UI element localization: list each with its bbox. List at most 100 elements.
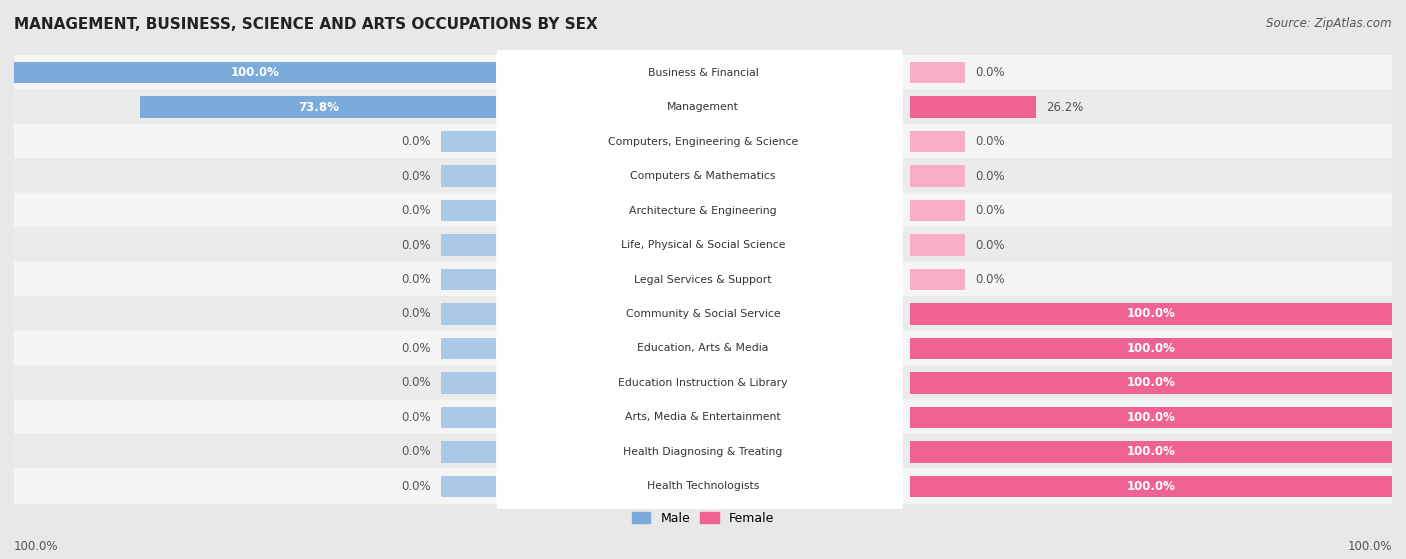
Bar [910,200,965,221]
Bar [910,338,965,359]
Text: Community & Social Service: Community & Social Service [626,309,780,319]
FancyBboxPatch shape [496,425,903,479]
Text: 0.0%: 0.0% [976,169,1005,183]
Text: 100.0%: 100.0% [1126,307,1175,320]
Text: Computers, Engineering & Science: Computers, Engineering & Science [607,136,799,146]
Bar [441,165,496,187]
Bar [14,62,496,83]
FancyBboxPatch shape [14,296,1392,332]
Bar [441,407,496,428]
Text: Arts, Media & Entertainment: Arts, Media & Entertainment [626,413,780,423]
Text: Legal Services & Support: Legal Services & Support [634,274,772,285]
Text: 0.0%: 0.0% [401,135,430,148]
Text: 0.0%: 0.0% [976,204,1005,217]
FancyBboxPatch shape [14,227,1392,263]
Text: 0.0%: 0.0% [401,480,430,493]
Text: 0.0%: 0.0% [976,66,1005,79]
Text: Business & Financial: Business & Financial [648,68,758,78]
Legend: Male, Female: Male, Female [627,507,779,530]
Text: 73.8%: 73.8% [298,101,339,113]
Bar [441,338,496,359]
Text: 0.0%: 0.0% [976,273,1005,286]
Text: 100.0%: 100.0% [1126,376,1175,390]
FancyBboxPatch shape [496,252,903,307]
FancyBboxPatch shape [14,158,1392,194]
FancyBboxPatch shape [496,45,903,100]
Text: 0.0%: 0.0% [401,169,430,183]
FancyBboxPatch shape [496,218,903,272]
FancyBboxPatch shape [14,468,1392,504]
Bar [441,234,496,255]
Text: Education Instruction & Library: Education Instruction & Library [619,378,787,388]
Bar [910,234,965,255]
Text: 100.0%: 100.0% [1126,411,1175,424]
FancyBboxPatch shape [14,434,1392,470]
Bar [441,97,496,118]
Bar [910,441,1392,462]
Bar [910,62,965,83]
Bar [910,165,965,187]
Bar [441,62,496,83]
FancyBboxPatch shape [14,400,1392,435]
Bar [910,476,1392,497]
Bar [910,372,1392,394]
Text: 100.0%: 100.0% [14,541,59,553]
FancyBboxPatch shape [14,262,1392,297]
Text: 0.0%: 0.0% [401,307,430,320]
Text: Management: Management [666,102,740,112]
Text: 100.0%: 100.0% [1347,541,1392,553]
FancyBboxPatch shape [14,330,1392,366]
Text: 0.0%: 0.0% [401,446,430,458]
FancyBboxPatch shape [496,356,903,410]
Text: Health Diagnosing & Treating: Health Diagnosing & Treating [623,447,783,457]
FancyBboxPatch shape [496,149,903,203]
Text: 0.0%: 0.0% [401,411,430,424]
Bar [910,97,1036,118]
Text: 0.0%: 0.0% [401,204,430,217]
FancyBboxPatch shape [14,193,1392,229]
Text: 0.0%: 0.0% [401,239,430,252]
FancyBboxPatch shape [496,287,903,341]
FancyBboxPatch shape [496,183,903,238]
Text: 100.0%: 100.0% [1126,342,1175,355]
Text: Life, Physical & Social Science: Life, Physical & Social Science [621,240,785,250]
FancyBboxPatch shape [14,89,1392,125]
Bar [910,304,1392,325]
Text: 100.0%: 100.0% [1126,446,1175,458]
FancyBboxPatch shape [496,390,903,444]
FancyBboxPatch shape [14,365,1392,401]
Bar [441,441,496,462]
Bar [910,372,965,394]
FancyBboxPatch shape [14,124,1392,159]
Bar [441,304,496,325]
Bar [910,441,965,462]
Bar [910,338,1392,359]
Text: Computers & Mathematics: Computers & Mathematics [630,171,776,181]
FancyBboxPatch shape [496,321,903,376]
Text: 26.2%: 26.2% [1046,101,1084,113]
FancyBboxPatch shape [14,55,1392,91]
FancyBboxPatch shape [496,115,903,169]
Bar [910,476,965,497]
Bar [910,131,965,152]
Text: MANAGEMENT, BUSINESS, SCIENCE AND ARTS OCCUPATIONS BY SEX: MANAGEMENT, BUSINESS, SCIENCE AND ARTS O… [14,17,598,32]
Bar [910,97,965,118]
Text: Health Technologists: Health Technologists [647,481,759,491]
Bar [141,97,496,118]
Bar [910,407,965,428]
Bar [910,407,1392,428]
Text: 0.0%: 0.0% [401,273,430,286]
Text: Source: ZipAtlas.com: Source: ZipAtlas.com [1267,17,1392,30]
Bar [441,372,496,394]
Text: 0.0%: 0.0% [401,342,430,355]
Bar [441,131,496,152]
FancyBboxPatch shape [496,80,903,134]
Text: 0.0%: 0.0% [976,135,1005,148]
Bar [910,269,965,290]
Bar [910,304,965,325]
Text: 100.0%: 100.0% [231,66,280,79]
FancyBboxPatch shape [496,459,903,514]
Bar [441,476,496,497]
Text: Architecture & Engineering: Architecture & Engineering [630,206,776,216]
Bar [441,200,496,221]
